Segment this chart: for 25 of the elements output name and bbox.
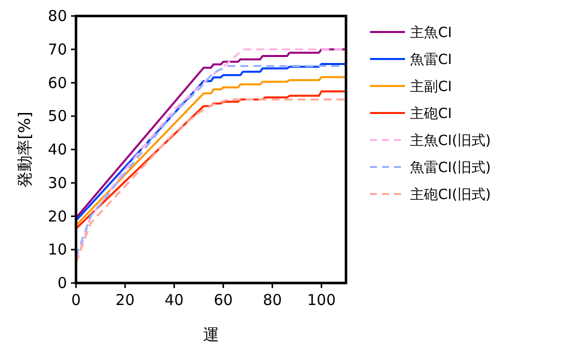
- legend-label: 主魚CI(旧式): [410, 133, 491, 149]
- legend-label: 魚雷CI(旧式): [410, 160, 491, 176]
- y-tick-label: 40: [48, 140, 67, 158]
- legend-label: 主砲CI: [410, 106, 452, 122]
- y-tick-label: 30: [48, 174, 67, 192]
- y-tick-label: 10: [48, 240, 67, 259]
- y-axis-title: 発動率[%]: [15, 112, 34, 188]
- y-tick-label: 20: [48, 207, 67, 226]
- y-tick-label: 60: [48, 74, 67, 92]
- x-axis-title: 運: [203, 325, 219, 344]
- x-tick-label: 80: [262, 291, 282, 309]
- x-tick-label: 100: [307, 291, 336, 309]
- y-tick-label: 80: [48, 7, 67, 25]
- y-tick-label: 0: [57, 274, 67, 292]
- legend-label: 主副CI: [410, 79, 452, 95]
- x-tick-label: 0: [71, 291, 81, 309]
- legend-label: 主魚CI: [410, 25, 452, 41]
- line-series: [75, 98, 347, 264]
- legend-label: 主砲CI(旧式): [410, 187, 491, 203]
- y-tick-label: 70: [48, 40, 67, 58]
- x-tick-label: 40: [164, 291, 184, 309]
- legend-label: 魚雷CI: [410, 52, 452, 68]
- x-tick-label: 20: [116, 291, 135, 309]
- y-tick-label: 50: [48, 107, 67, 126]
- x-tick-label: 60: [214, 291, 233, 309]
